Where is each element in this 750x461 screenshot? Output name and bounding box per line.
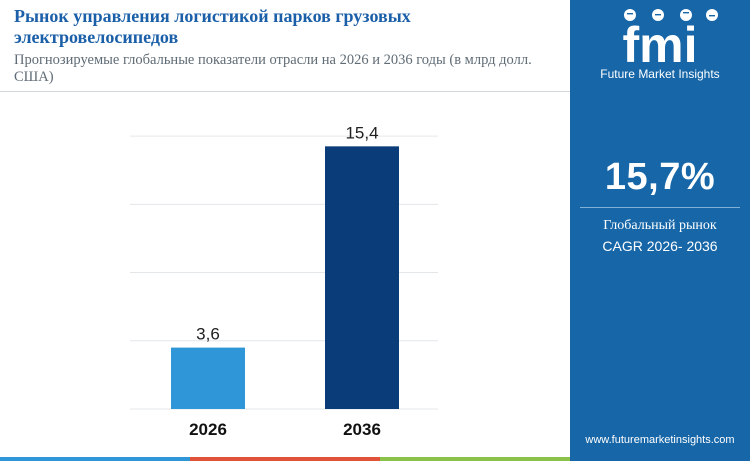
stat-divider xyxy=(580,207,740,208)
data-label-2026: 3,6 xyxy=(196,325,220,344)
chart-subtitle: Прогнозируемые глобальные показатели отр… xyxy=(14,52,532,85)
logo-text: fmi xyxy=(623,17,698,66)
data-label-2036: 15,4 xyxy=(345,123,378,142)
footer-segment-blue xyxy=(0,457,190,461)
bar-2036 xyxy=(325,146,399,409)
footer-color-bar xyxy=(0,457,570,461)
bar-chart: 3,6 2026 15,4 2036 xyxy=(130,123,438,439)
bar-2026 xyxy=(171,347,245,409)
sidebar: fmi Future Market Insights 15,7% Глобаль… xyxy=(570,0,750,461)
x-tick-label-2036: 2036 xyxy=(343,420,381,439)
stat-label-market: Глобальный рынок xyxy=(603,218,717,233)
footer-segment-red xyxy=(190,457,380,461)
fmi-logo: fmi xyxy=(623,9,718,66)
header-divider xyxy=(0,91,570,92)
cagr-value: 15,7% xyxy=(604,156,716,198)
chart-panel: Рынок управления логистикой парков грузо… xyxy=(0,6,570,461)
brand-name: Future Market Insights xyxy=(600,67,720,81)
chart-title: Рынок управления логистикой парков грузо… xyxy=(14,6,411,47)
website-link[interactable]: www.futuremarketinsights.com xyxy=(585,434,735,446)
stat-label-cagr: CAGR 2026- 2036 xyxy=(602,238,718,254)
x-tick-label-2026: 2026 xyxy=(189,420,227,439)
footer-segment-green xyxy=(380,457,570,461)
